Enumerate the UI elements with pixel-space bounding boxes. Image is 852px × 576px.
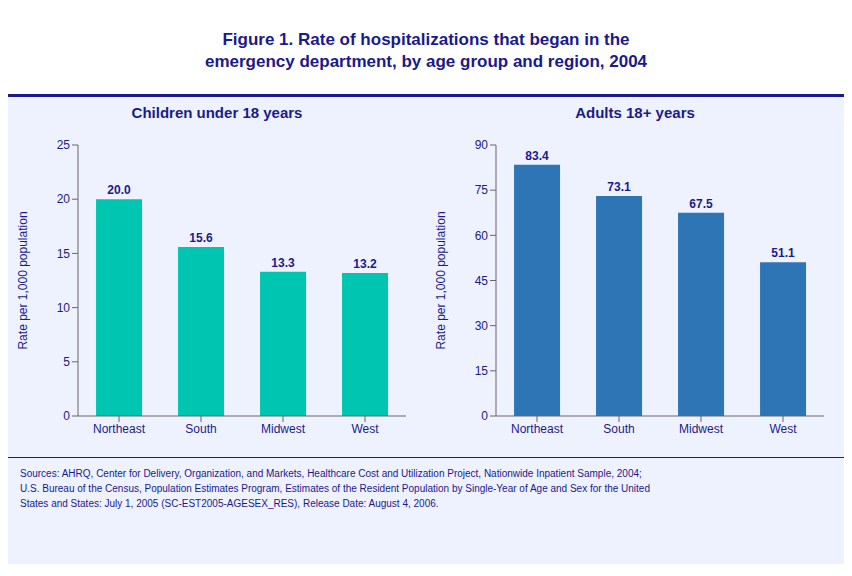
svg-text:15: 15 <box>57 247 71 261</box>
svg-text:83.4: 83.4 <box>525 149 549 163</box>
svg-text:60: 60 <box>475 229 489 243</box>
svg-text:20: 20 <box>57 192 71 206</box>
svg-text:5: 5 <box>63 355 70 369</box>
svg-text:Midwest: Midwest <box>679 422 724 436</box>
svg-text:West: West <box>351 422 379 436</box>
svg-text:15: 15 <box>475 364 489 378</box>
svg-text:South: South <box>185 422 216 436</box>
svg-text:West: West <box>769 422 797 436</box>
html-text:Sources: AHRQ, Center for Deli: Sources: AHRQ, Center for Delivery, Orga… <box>20 468 650 509</box>
svg-text:Northeast: Northeast <box>93 422 146 436</box>
svg-text:Rate per 1,000 population: Rate per 1,000 population <box>16 211 30 349</box>
html-text:Children under 18 years: Children under 18 years <box>131 104 303 121</box>
svg-text:25: 25 <box>57 138 71 152</box>
svg-text:75: 75 <box>475 183 489 197</box>
svg-text:15.6: 15.6 <box>189 231 213 245</box>
svg-text:45: 45 <box>475 274 489 288</box>
svg-text:90: 90 <box>475 138 489 152</box>
html-text:Adults 18+ years: Adults 18+ years <box>575 104 695 121</box>
svg-text:51.1: 51.1 <box>771 246 795 260</box>
svg-text:Rate per 1,000 population: Rate per 1,000 population <box>434 211 448 349</box>
svg-text:13.2: 13.2 <box>353 257 377 271</box>
svg-text:73.1: 73.1 <box>607 180 631 194</box>
svg-text:0: 0 <box>63 409 70 423</box>
svg-text:30: 30 <box>475 319 489 333</box>
svg-text:20.0: 20.0 <box>107 183 131 197</box>
html-text:Figure 1. Rate of hospitalizat: Figure 1. Rate of hospitalizations that … <box>204 30 648 71</box>
svg-text:10: 10 <box>57 301 71 315</box>
svg-text:13.3: 13.3 <box>271 256 295 270</box>
svg-text:67.5: 67.5 <box>689 197 713 211</box>
svg-text:Midwest: Midwest <box>261 422 306 436</box>
svg-text:0: 0 <box>481 409 488 423</box>
svg-text:Northeast: Northeast <box>511 422 564 436</box>
svg-text:South: South <box>603 422 634 436</box>
